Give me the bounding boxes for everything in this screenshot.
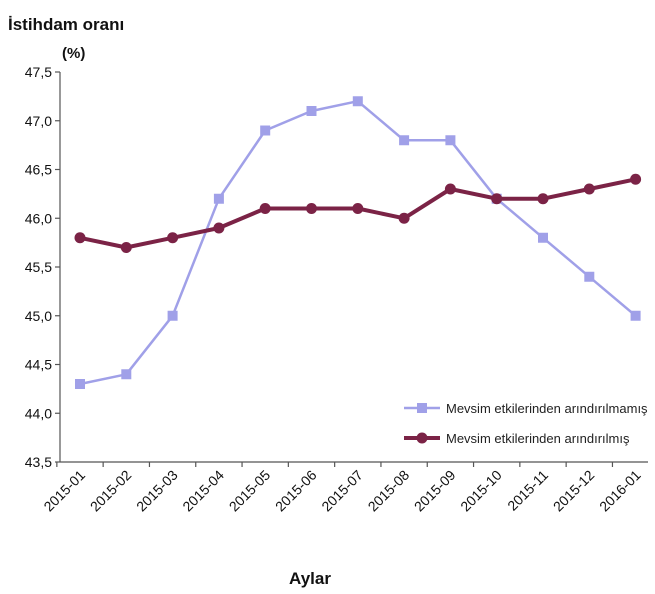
data-point (213, 222, 225, 234)
data-point (306, 203, 317, 214)
legend-item: Mevsim etkilerinden arındırılmamış (404, 401, 648, 416)
y-axis-title: İstihdam oranı (8, 15, 124, 34)
legend-label: Mevsim etkilerinden arındırılmamış (446, 401, 648, 416)
x-tick-label: 2015-08 (365, 467, 413, 515)
y-tick-label: 43,5 (25, 454, 52, 470)
data-point (444, 183, 456, 195)
y-tick-label: 45,0 (25, 308, 52, 324)
y-tick-label: 46,0 (25, 210, 52, 226)
data-point (167, 310, 178, 321)
data-point (167, 232, 179, 244)
series-1 (75, 96, 641, 389)
data-point (630, 173, 642, 185)
y-axis: 43,5 44,0 44,5 45,0 45,5 46,0 46,5 47,0 47,5 (25, 64, 61, 470)
x-tick-label: 2015-10 (457, 467, 505, 515)
data-point (121, 369, 132, 380)
x-tick-label: 2015-04 (179, 467, 227, 515)
x-axis-title: Aylar (289, 569, 331, 588)
y-tick-label: 47,0 (25, 113, 52, 129)
data-point (213, 193, 224, 204)
legend: Mevsim etkilerinden arındırılmamış Mevsim… (404, 401, 648, 446)
x-tick-label: 2015-03 (133, 467, 181, 515)
data-point (398, 212, 410, 224)
y-tick-label: 47,5 (25, 64, 52, 80)
data-point (537, 193, 549, 205)
series-line (79, 99, 637, 386)
legend-marker (417, 403, 427, 413)
x-tick-label: 2015-07 (318, 467, 366, 515)
data-point (260, 125, 271, 136)
x-tick-label: 2015-12 (550, 467, 598, 515)
y-axis-unit: (%) (62, 45, 85, 62)
data-point (399, 135, 410, 146)
data-point (120, 242, 132, 253)
data-point (75, 379, 85, 389)
x-tick-label: 2015-11 (504, 467, 551, 514)
data-point (74, 232, 86, 244)
legend-marker (416, 432, 428, 444)
x-tick-label: 2015-05 (226, 467, 274, 515)
data-point (352, 203, 364, 214)
data-point (583, 183, 595, 195)
data-point (259, 203, 271, 214)
y-tick-label: 45,5 (25, 259, 52, 275)
legend-item: Mevsim etkilerinden arındırılmış (404, 431, 630, 446)
x-tick-label: 2015-01 (40, 467, 88, 515)
data-point (538, 232, 548, 243)
x-tick-label: 2015-06 (272, 467, 320, 515)
x-tick-label: 2015-02 (87, 467, 135, 515)
data-point (306, 106, 317, 116)
data-point (445, 135, 456, 146)
legend-label: Mevsim etkilerinden arındırılmış (446, 431, 630, 446)
y-tick-label: 46,5 (25, 162, 52, 178)
y-tick-label: 44,5 (25, 357, 52, 373)
series-layer (74, 96, 642, 389)
data-point (352, 96, 363, 107)
x-axis: 2015-012015-022015-032015-042015-052015-… (40, 461, 648, 515)
y-tick-label: 44,0 (25, 405, 52, 421)
series-2 (74, 173, 642, 253)
x-tick-label: 2016-01 (596, 467, 644, 515)
data-point (491, 193, 503, 205)
data-point (584, 271, 595, 282)
data-point (630, 310, 641, 321)
x-tick-label: 2015-09 (411, 467, 459, 515)
